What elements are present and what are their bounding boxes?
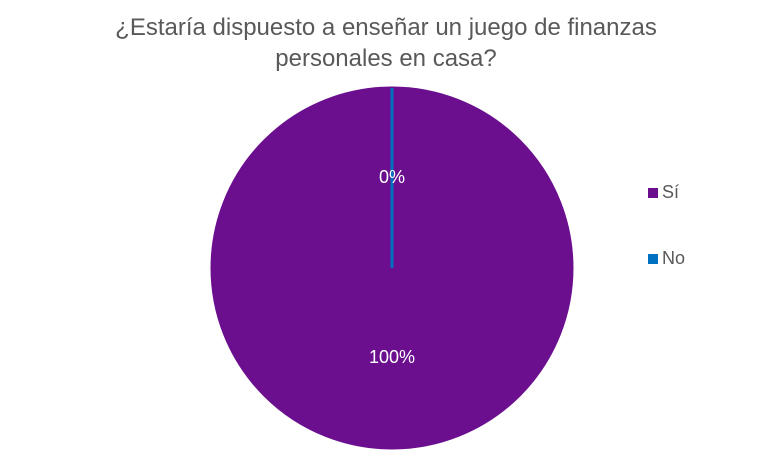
data-label: 0%	[379, 167, 405, 187]
legend-swatch	[648, 188, 658, 198]
legend-label: No	[662, 248, 685, 268]
legend-label: Sí	[662, 182, 679, 202]
legend-swatch	[648, 254, 658, 264]
data-label: 100%	[369, 347, 415, 367]
chart-title: ¿Estaría dispuesto a enseñar un juego de…	[115, 14, 657, 72]
